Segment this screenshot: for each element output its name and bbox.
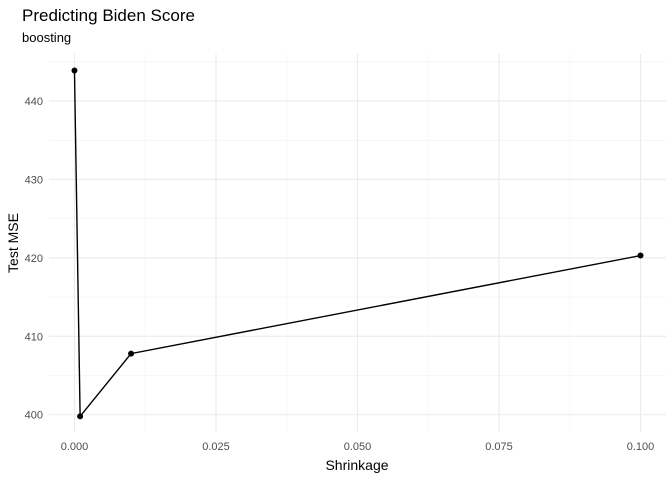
x-tick-label: 0.100 — [627, 441, 655, 453]
x-tick-label: 0.050 — [344, 441, 372, 453]
y-axis: 400 410 420 430 440 — [25, 96, 43, 422]
y-tick-label: 420 — [25, 253, 43, 265]
y-tick-label: 400 — [25, 410, 43, 422]
data-point — [77, 413, 84, 420]
data-point — [71, 67, 78, 74]
series-line — [73, 70, 641, 419]
grid — [49, 54, 666, 432]
x-tick-label: 0.000 — [61, 441, 89, 453]
x-axis: 0.000 0.025 0.050 0.075 0.100 — [61, 441, 655, 453]
chart-title: Predicting Biden Score — [22, 6, 195, 25]
chart-subtitle: boosting — [22, 30, 71, 45]
y-axis-title: Test MSE — [5, 213, 21, 273]
x-axis-title: Shrinkage — [325, 457, 388, 473]
y-tick-label: 410 — [25, 331, 43, 343]
data-point — [128, 350, 135, 357]
series-layer — [71, 67, 644, 420]
y-tick-label: 430 — [25, 174, 43, 186]
x-tick-label: 0.025 — [202, 441, 230, 453]
x-tick-label: 0.075 — [485, 441, 513, 453]
data-point — [637, 252, 644, 259]
y-tick-label: 440 — [25, 96, 43, 108]
